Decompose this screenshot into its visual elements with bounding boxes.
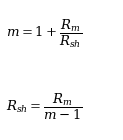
Text: $m = 1 + \dfrac{R_m}{R_{sh}}$: $m = 1 + \dfrac{R_m}{R_{sh}}$ <box>6 18 82 50</box>
Text: $R_{sh} = \dfrac{R_m}{m - 1}$: $R_{sh} = \dfrac{R_m}{m - 1}$ <box>6 91 83 122</box>
